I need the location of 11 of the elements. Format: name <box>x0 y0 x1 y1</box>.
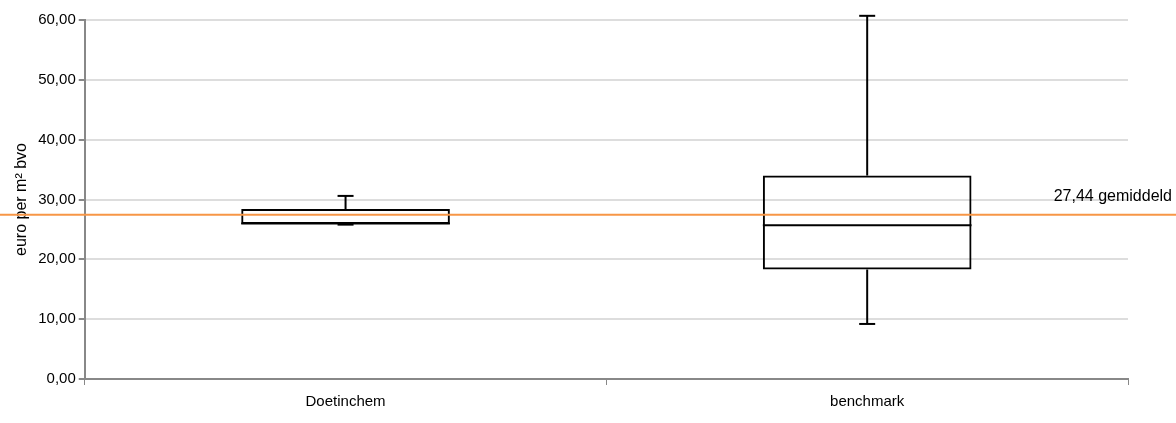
y-tick-label: 50,00 <box>38 69 76 87</box>
y-tick-label: 40,00 <box>38 129 76 147</box>
y-tick-label: 30,00 <box>38 189 76 207</box>
x-tick-label: Doetinchem <box>305 392 386 410</box>
y-tick-label: 60,00 <box>38 10 76 28</box>
y-tick-label: 0,00 <box>46 369 76 387</box>
y-tick-label: 20,00 <box>38 249 76 267</box>
y-axis-title: euro per m² bvo <box>12 142 30 256</box>
x-tick-label: benchmark <box>830 392 905 410</box>
ref-line-label: 27,44 gemiddeld <box>1053 187 1172 205</box>
y-tick-label: 10,00 <box>38 309 76 327</box>
